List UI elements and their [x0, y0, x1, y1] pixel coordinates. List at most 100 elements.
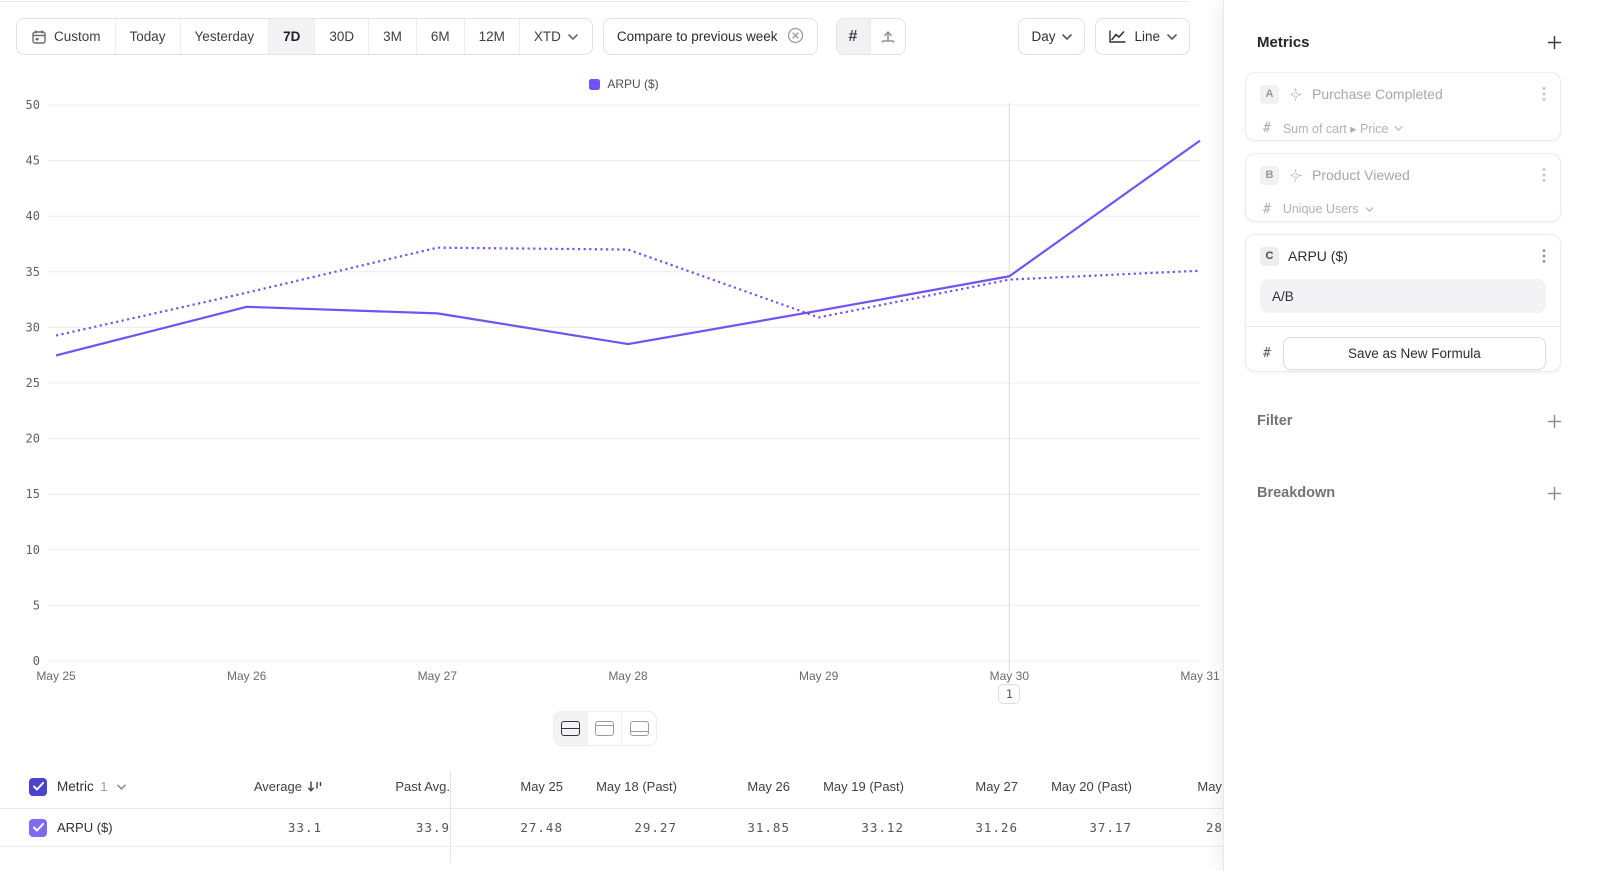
- table-cell: 33.9: [415, 820, 450, 835]
- metric-title: ARPU ($): [1288, 248, 1348, 264]
- table-header-cell[interactable]: Past Avg.: [322, 779, 450, 794]
- row-metric-label: ARPU ($): [57, 820, 113, 835]
- table-column-divider: [450, 771, 451, 863]
- table-header-cell[interactable]: May 26: [677, 779, 790, 794]
- metric-menu-button[interactable]: [1542, 248, 1546, 264]
- range-button-custom[interactable]: Custom: [17, 19, 116, 54]
- table-header-cell[interactable]: May 25: [450, 779, 563, 794]
- add-breakdown-button[interactable]: [1547, 486, 1562, 501]
- table-header-row: Metric 1 Average Past Avg. May 25 May 18 (P…: [0, 765, 1223, 809]
- layout-toggle-group: [553, 711, 657, 746]
- line-chart[interactable]: 0 5 10 15 20 25 30 35 40 45 50 May 25 May 26 May 27 Ma…: [0, 0, 1223, 712]
- chart-type-dropdown[interactable]: Line: [1095, 18, 1190, 55]
- toolbar: Custom Today Yesterday 7D 30D 3M 6M 12M XTD Comp…: [16, 18, 1190, 55]
- filter-title: Filter: [1257, 413, 1293, 429]
- split-view-icon: [561, 721, 580, 736]
- metric-header-cell: Metric 1: [0, 777, 209, 796]
- metric-card-c[interactable]: C ARPU ($) A/B # Save as New Formula: [1245, 234, 1561, 372]
- legend-swatch: [589, 78, 601, 90]
- breakdown-table: Metric 1 Average Past Avg. May 25 May 18 (P…: [0, 765, 1223, 871]
- y-axis-tick: 50: [26, 98, 40, 112]
- save-as-new-formula-button[interactable]: Save as New Formula: [1282, 337, 1546, 370]
- table-header-cell[interactable]: May 27: [904, 779, 1018, 794]
- column-label: May 19 (Past): [823, 779, 904, 794]
- aggregation-hash-icon: #: [1263, 120, 1271, 136]
- layout-split-view-button[interactable]: [554, 712, 588, 745]
- remove-compare-icon[interactable]: [787, 27, 804, 47]
- metrics-title: Metrics: [1257, 34, 1310, 51]
- chart-type-label: Line: [1134, 29, 1160, 44]
- show-values-toggle[interactable]: #: [836, 19, 871, 54]
- series-solid[interactable]: [55, 139, 1201, 357]
- plus-icon: [1547, 486, 1562, 500]
- y-axis-tick: 25: [26, 376, 40, 390]
- interval-dropdown[interactable]: Day: [1018, 18, 1086, 55]
- metric-row-cell: ARPU ($): [0, 818, 209, 837]
- layout-table-view-button[interactable]: [622, 712, 656, 745]
- table-header-cell[interactable]: Average: [209, 779, 322, 794]
- report-main-area: Custom Today Yesterday 7D 30D 3M 6M 12M XTD Comp…: [0, 0, 1223, 871]
- x-axis-tick: May 26: [227, 669, 267, 683]
- metric-card-b[interactable]: B Product Viewed # Unique Users: [1245, 153, 1561, 222]
- metrics-section-header: Metrics: [1257, 34, 1562, 51]
- plus-icon: [1547, 414, 1562, 428]
- aggregation-dropdown[interactable]: Unique Users: [1283, 202, 1374, 216]
- range-button-7d[interactable]: 7D: [269, 19, 316, 54]
- row-checkbox[interactable]: [29, 818, 47, 837]
- column-label: May 25: [520, 779, 563, 794]
- card-divider: [1246, 326, 1560, 327]
- annotations-toggle[interactable]: [871, 19, 905, 54]
- range-label: Yesterday: [194, 29, 255, 44]
- series-dotted[interactable]: [55, 246, 1201, 337]
- column-label: May 27: [975, 779, 1018, 794]
- range-button-30d[interactable]: 30D: [315, 19, 370, 54]
- range-button-12m[interactable]: 12M: [465, 19, 520, 54]
- table-cell: 37.17: [1089, 820, 1132, 835]
- table-header-cell[interactable]: May 28: [1132, 779, 1223, 794]
- line-chart-icon: [1109, 30, 1127, 43]
- y-axis-tick: 45: [26, 154, 40, 168]
- formula-input[interactable]: A/B: [1260, 279, 1546, 313]
- table-cell: 29.27: [634, 820, 677, 835]
- top-divider: [0, 1, 1190, 2]
- layout-chart-view-button[interactable]: [588, 712, 622, 745]
- range-button-xtd[interactable]: XTD: [520, 19, 592, 54]
- y-axis-tick: 40: [26, 209, 40, 223]
- y-axis-tick: 30: [26, 320, 40, 334]
- compare-chip[interactable]: Compare to previous week: [602, 18, 818, 55]
- column-label: May 28: [1197, 779, 1223, 794]
- table-header-cell[interactable]: May 20 (Past): [1018, 779, 1132, 794]
- x-axis-tick: May 27: [418, 669, 458, 683]
- chart-legend: ARPU ($): [48, 77, 1200, 91]
- table-cell: 33.12: [861, 820, 904, 835]
- aggregation-dropdown[interactable]: Sum of cart ▸ Price: [1283, 121, 1404, 136]
- range-button-3m[interactable]: 3M: [369, 19, 417, 54]
- breakdown-section-header: Breakdown: [1257, 485, 1562, 501]
- date-range-group: Custom Today Yesterday 7D 30D 3M 6M 12M XTD: [16, 18, 593, 55]
- range-button-yesterday[interactable]: Yesterday: [181, 19, 270, 54]
- metric-badge: B: [1260, 165, 1279, 185]
- add-filter-button[interactable]: [1547, 414, 1562, 429]
- table-header-cell[interactable]: May 19 (Past): [790, 779, 904, 794]
- metric-menu-button[interactable]: [1542, 86, 1546, 102]
- annotation-badge[interactable]: 1: [998, 684, 1021, 704]
- range-button-6m[interactable]: 6M: [417, 19, 465, 54]
- table-header-cell[interactable]: May 18 (Past): [563, 779, 677, 794]
- add-metric-button[interactable]: [1547, 35, 1562, 50]
- y-axis-tick: 35: [26, 265, 40, 279]
- range-label: XTD: [533, 29, 561, 44]
- metric-menu-button[interactable]: [1542, 167, 1546, 183]
- y-axis-tick: 10: [26, 543, 40, 557]
- column-label: May 20 (Past): [1051, 779, 1132, 794]
- range-button-today[interactable]: Today: [116, 19, 181, 54]
- column-label: May 26: [747, 779, 790, 794]
- select-all-checkbox[interactable]: [29, 777, 47, 796]
- range-label: Custom: [54, 29, 101, 44]
- chevron-down-icon[interactable]: [117, 783, 127, 790]
- y-axis-tick: 5: [33, 598, 40, 612]
- event-sparkle-icon: [1288, 86, 1303, 102]
- metric-badge: C: [1260, 246, 1279, 266]
- metric-header-label: Metric: [57, 778, 94, 794]
- plus-icon: [1547, 35, 1562, 50]
- metric-card-a[interactable]: A Purchase Completed # Sum of cart ▸ Pri…: [1245, 72, 1561, 141]
